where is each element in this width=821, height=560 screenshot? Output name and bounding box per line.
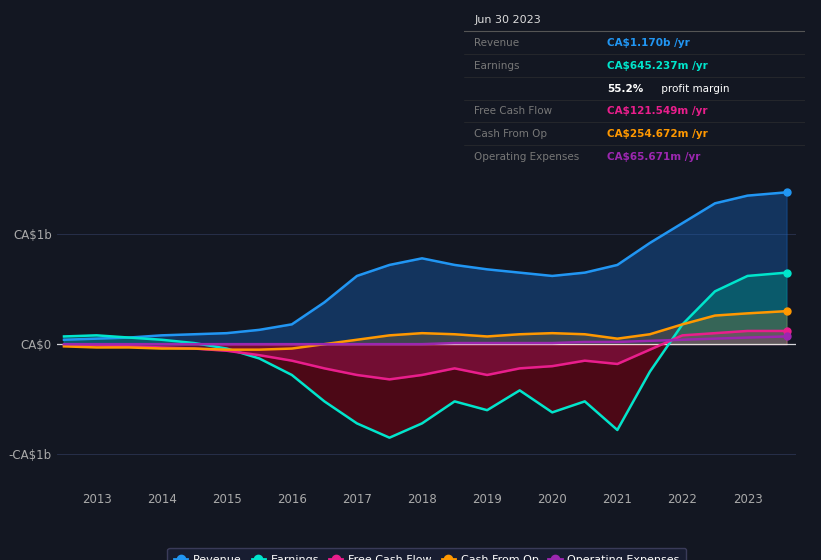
Text: CA$65.671m /yr: CA$65.671m /yr (607, 152, 700, 162)
Text: Operating Expenses: Operating Expenses (474, 152, 580, 162)
Text: Free Cash Flow: Free Cash Flow (474, 106, 553, 116)
Text: 55.2%: 55.2% (607, 83, 643, 94)
Text: Cash From Op: Cash From Op (474, 129, 547, 139)
Text: Jun 30 2023: Jun 30 2023 (474, 15, 541, 25)
Text: CA$645.237m /yr: CA$645.237m /yr (607, 61, 708, 71)
Text: Revenue: Revenue (474, 38, 519, 48)
Text: CA$254.672m /yr: CA$254.672m /yr (607, 129, 708, 139)
Text: CA$121.549m /yr: CA$121.549m /yr (607, 106, 708, 116)
Text: profit margin: profit margin (658, 83, 730, 94)
Legend: Revenue, Earnings, Free Cash Flow, Cash From Op, Operating Expenses: Revenue, Earnings, Free Cash Flow, Cash … (167, 548, 686, 560)
Text: CA$1.170b /yr: CA$1.170b /yr (607, 38, 690, 48)
Text: Earnings: Earnings (474, 61, 520, 71)
